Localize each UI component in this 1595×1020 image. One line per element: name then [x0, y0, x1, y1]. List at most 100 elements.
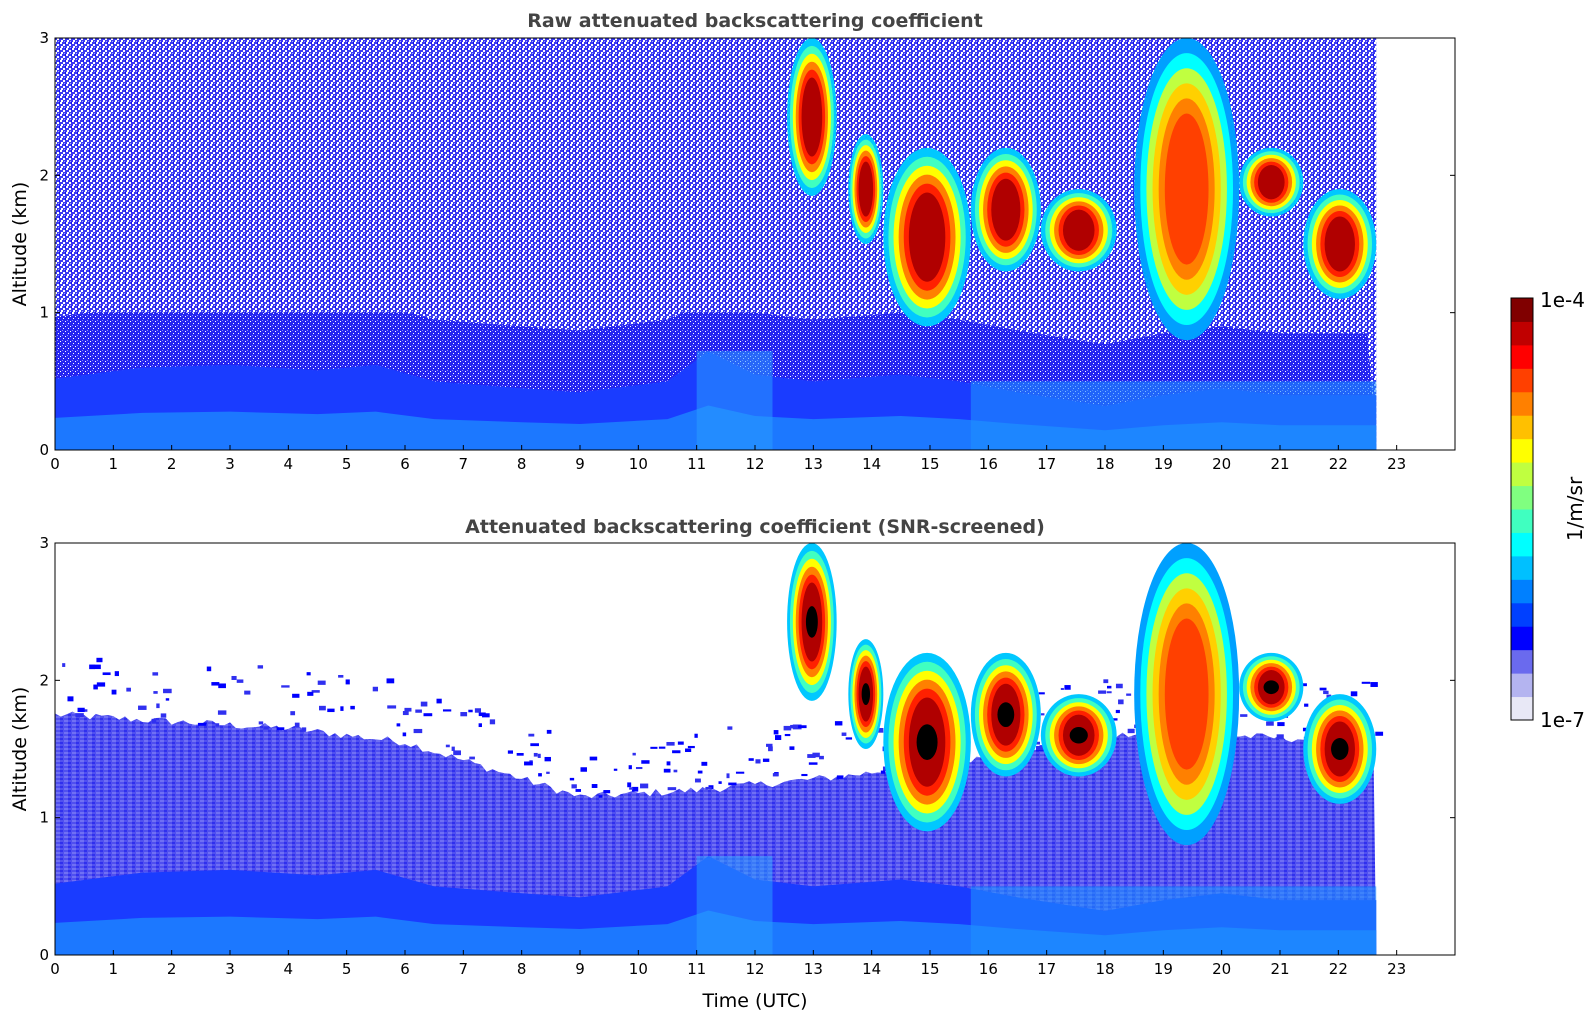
colorbar-segment — [1511, 509, 1533, 533]
noise-speck — [658, 746, 666, 749]
noise-speck — [773, 730, 779, 735]
noise-speck — [453, 750, 461, 756]
noise-speck — [311, 690, 320, 693]
colorbar-min-label: 1e-7 — [1540, 708, 1585, 732]
noise-speck — [402, 711, 409, 716]
y-tick-label: 1 — [39, 809, 49, 827]
noise-speck — [1370, 682, 1378, 687]
noise-speck — [569, 777, 575, 781]
x-tick-label: 17 — [1037, 960, 1056, 978]
noise-speck — [546, 771, 550, 774]
noise-speck — [236, 679, 244, 683]
colorbar-segment — [1511, 438, 1533, 463]
x-tick-label: 2 — [167, 455, 177, 473]
noise-speck — [705, 786, 712, 790]
cloud-core — [1331, 738, 1349, 760]
noise-speck — [580, 767, 587, 772]
x-tick-label: 16 — [979, 960, 998, 978]
noise-speck — [735, 771, 745, 774]
cloud-layer — [1062, 209, 1095, 251]
noise-speck — [1375, 731, 1384, 736]
noise-speck — [292, 693, 300, 698]
noise-speck — [338, 674, 344, 678]
panel1-axes: 0 1 2 3 4 5 6 7 8 9 10 11 12 13 14 15 16 17 18 19 20 21 22 2301… — [39, 29, 1455, 473]
noise-speck — [319, 705, 326, 711]
noise-speck — [808, 762, 818, 765]
cloud-core — [1069, 727, 1088, 744]
colorbar — [1511, 298, 1533, 721]
noise-speck — [114, 671, 119, 677]
noise-speck — [93, 684, 98, 690]
noise-speck — [537, 753, 541, 758]
noise-speck — [673, 769, 678, 773]
cloud-core — [861, 683, 871, 706]
x-tick-label: 23 — [1387, 960, 1406, 978]
noise-speck — [667, 787, 677, 791]
noise-speck — [798, 725, 807, 729]
y-tick-label: 3 — [39, 534, 49, 552]
noise-speck — [415, 709, 422, 713]
noise-speck — [1064, 685, 1071, 690]
noise-speck — [812, 752, 820, 758]
noise-speck — [880, 770, 886, 774]
cloud-layer — [991, 178, 1021, 241]
noise-speck — [748, 758, 754, 761]
noise-speck — [276, 727, 285, 731]
noise-speck — [841, 732, 847, 736]
noise-speck — [762, 758, 770, 762]
panel2-ylabel: Altitude (km) — [9, 687, 31, 812]
noise-speck — [775, 735, 782, 741]
noise-speck — [507, 750, 514, 754]
noise-speck — [1107, 685, 1112, 689]
noise-speck — [1319, 687, 1327, 691]
panel2-title: Attenuated backscattering coefficient (S… — [465, 516, 1045, 538]
noise-speck — [627, 782, 632, 788]
noise-speck — [420, 701, 428, 707]
x-tick-label: 12 — [745, 960, 764, 978]
x-tick-label: 8 — [517, 960, 527, 978]
y-tick-label: 2 — [39, 166, 49, 184]
noise-speck — [546, 729, 552, 734]
noise-speck — [685, 748, 692, 753]
x-tick-label: 17 — [1037, 455, 1056, 473]
colorbar-segment — [1511, 462, 1533, 487]
x-tick-label: 10 — [629, 455, 648, 473]
noise-speck — [478, 723, 482, 728]
colorbar-segment — [1511, 298, 1533, 322]
noise-speck — [663, 768, 671, 773]
x-tick-label: 5 — [342, 960, 352, 978]
noise-speck — [468, 709, 473, 713]
noise-speck — [1126, 693, 1132, 696]
noise-speck — [257, 665, 264, 669]
noise-speck — [635, 766, 643, 770]
x-tick-label: 0 — [50, 960, 60, 978]
noise-speck — [789, 746, 795, 750]
noise-speck — [784, 733, 791, 737]
noise-speck — [591, 784, 598, 788]
noise-speck — [75, 713, 84, 718]
x-tick-label: 4 — [284, 455, 294, 473]
noise-speck — [1036, 745, 1044, 751]
x-tick-label: 15 — [920, 960, 939, 978]
x-tick-label: 15 — [920, 455, 939, 473]
noise-speck — [281, 685, 290, 688]
aerosol-plume — [696, 856, 773, 955]
noise-speck — [387, 705, 397, 709]
noise-speck — [589, 756, 598, 761]
noise-speck — [469, 756, 475, 760]
noise-speck — [1038, 692, 1045, 695]
x-tick-label: 6 — [400, 960, 410, 978]
noise-speck — [211, 682, 220, 686]
noise-speck — [206, 666, 212, 672]
noise-speck — [96, 657, 103, 663]
colorbar-segment — [1511, 368, 1533, 393]
noise-speck — [445, 744, 450, 748]
colorbar-segment — [1511, 673, 1533, 698]
x-tick-label: 20 — [1212, 960, 1231, 978]
noise-speck — [755, 759, 761, 764]
noise-speck — [783, 725, 792, 731]
noise-speck — [845, 737, 853, 740]
noise-speck — [1240, 714, 1248, 717]
noise-speck — [530, 743, 539, 747]
noise-speck — [1098, 690, 1107, 694]
